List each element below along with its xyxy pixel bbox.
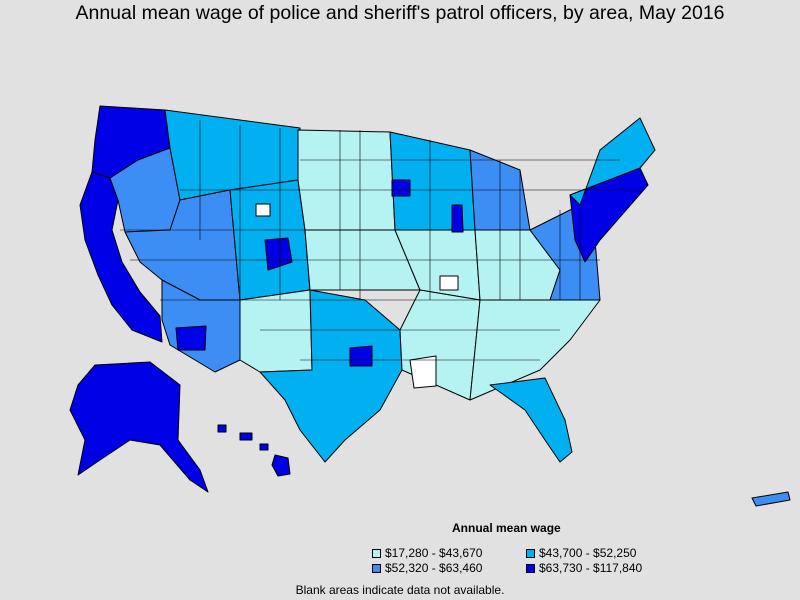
region-minneapolis [391,179,411,197]
region-northeast-corridor [569,167,649,263]
region-puerto-rico [751,491,791,507]
map-regions [69,105,791,507]
legend-title: Annual mean wage [452,521,561,535]
legend-item-bin-2: $43,700 - $52,250 [526,546,636,560]
region-alaska [69,361,209,493]
legend-swatch-bin-2 [526,548,535,558]
region-blank-missouri [439,275,459,291]
legend-label-bin-2: $43,700 - $52,250 [539,546,637,560]
region-new-england [569,117,656,206]
blank-areas-note: Blank areas indicate data not available. [295,583,505,597]
region-chicago [451,204,464,233]
region-california-coast [79,171,163,343]
region-blank-mississippi [409,355,437,389]
legend-swatch-bin-4 [526,563,535,573]
region-blank-wyoming [255,203,271,217]
legend-label-bin-3: $52,320 - $63,460 [385,561,483,575]
region-hawaii-islands [217,424,269,451]
region-texas [259,289,403,463]
region-florida [489,377,573,463]
legend-item-bin-4: $63,730 - $117,840 [526,561,642,575]
legend-swatch-bin-3 [372,563,381,573]
region-hawaii-big-island [271,454,291,477]
region-phoenix [175,325,207,351]
legend-item-bin-1: $17,280 - $43,670 [372,546,482,560]
region-northern-plains [297,129,396,231]
legend-label-bin-4: $63,730 - $117,840 [539,561,643,575]
legend-label-bin-1: $17,280 - $43,670 [385,546,483,560]
legend-item-bin-3: $52,320 - $63,460 [372,561,482,575]
region-lower-mississippi [399,289,481,401]
legend-swatch-bin-1 [372,548,381,558]
region-dallas [349,345,373,367]
map-title: Annual mean wage of police and sheriff's… [75,2,725,24]
area-division-lines [120,120,640,361]
